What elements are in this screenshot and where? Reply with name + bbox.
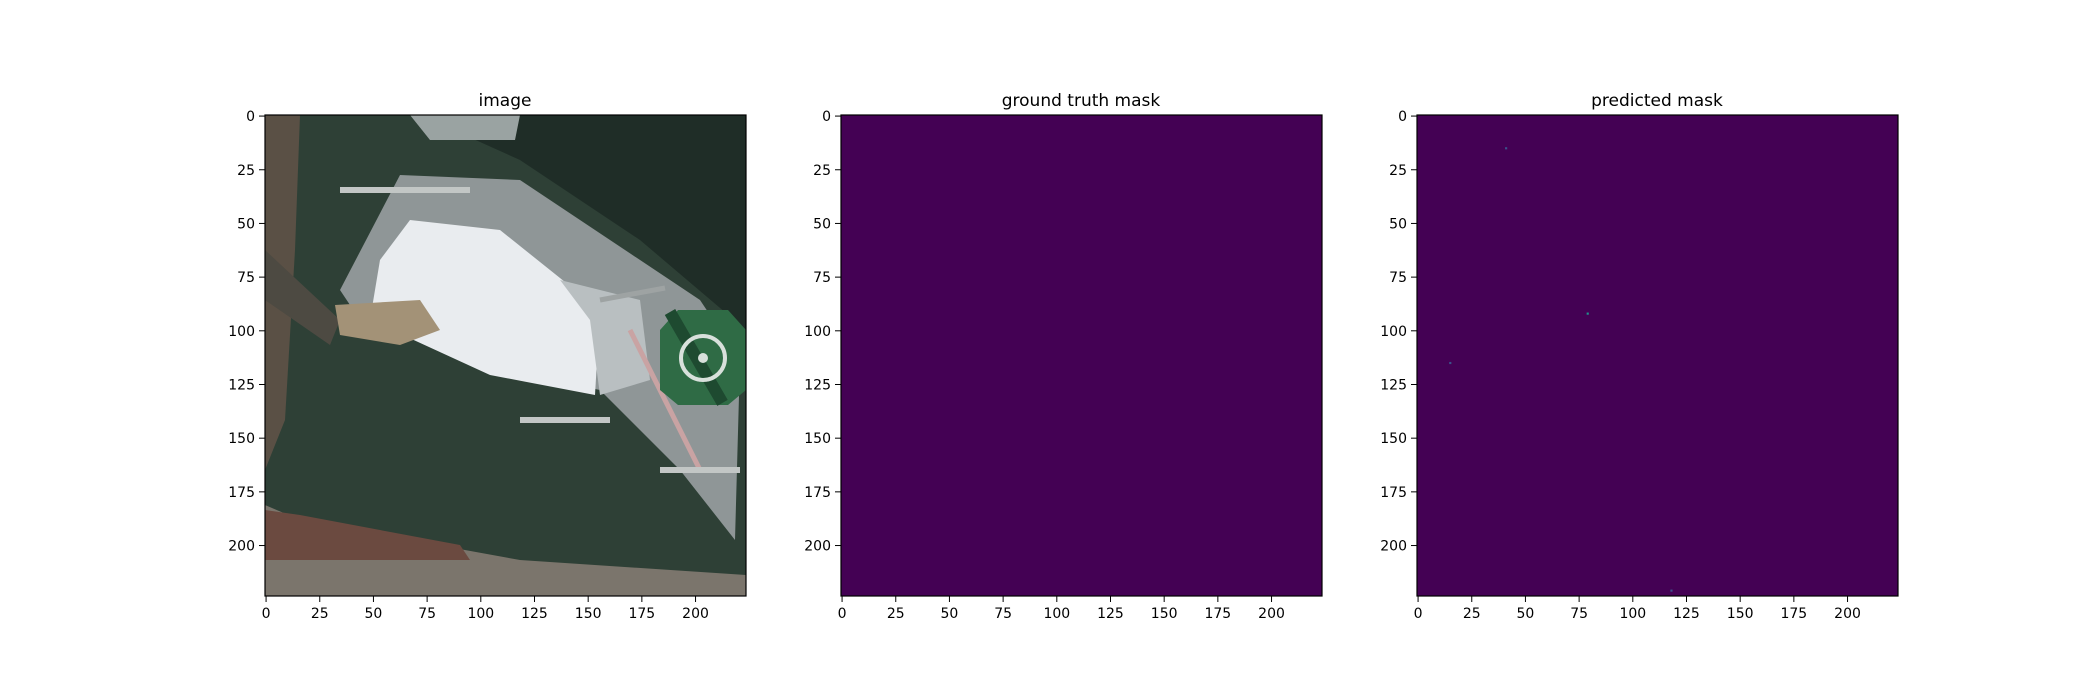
predicted-ticks: 0 0 25 25 50 50 75 75 100 100 125 125 150 150 175 175 20… (1380, 109, 1861, 622)
bottom-quay-structures (265, 510, 470, 560)
x-tick-label: 200 (1834, 606, 1861, 622)
y-tick-label: 50 (1389, 216, 1407, 232)
x-tick-label: 25 (1463, 606, 1481, 622)
y-tick-label: 175 (1380, 485, 1407, 501)
y-tick-label: 125 (804, 377, 831, 393)
y-tick-label: 75 (1389, 270, 1407, 286)
vessel-deck (370, 220, 600, 395)
x-tick-label: 75 (1570, 606, 1588, 622)
y-tick-label: 200 (804, 539, 831, 555)
panel-title-predicted: predicted mask (1591, 91, 1723, 111)
y-tick-label: 200 (228, 539, 255, 555)
predicted-speck (1505, 147, 1508, 150)
x-tick-label: 50 (1517, 606, 1535, 622)
y-tick-label: 125 (228, 377, 255, 393)
ground-truth-ticks: 0 0 25 25 50 50 75 75 100 100 125 125 150 150 175 175 20… (804, 109, 1285, 622)
predicted-speck (1670, 589, 1673, 592)
ground-truth-axes-frame (840, 114, 1323, 597)
y-tick-label: 175 (804, 485, 831, 501)
ground-truth-mask-fill (841, 115, 1322, 596)
bottom-quay (265, 505, 746, 596)
x-tick-label: 0 (1414, 606, 1423, 622)
x-tick-label: 125 (521, 606, 548, 622)
panel-ground-truth-mask: ground truth mask 0 0 25 25 50 50 75 75 100 100 12… (804, 91, 1323, 622)
x-tick-label: 75 (994, 606, 1012, 622)
satellite-image (265, 115, 746, 596)
y-tick-label: 50 (237, 216, 255, 232)
x-tick-label: 150 (1727, 606, 1754, 622)
y-tick-label: 150 (228, 431, 255, 447)
y-tick-label: 150 (804, 431, 831, 447)
x-tick-label: 0 (262, 606, 271, 622)
y-tick-label: 150 (1380, 431, 1407, 447)
predicted-speck (1449, 361, 1452, 365)
x-tick-label: 100 (1619, 606, 1646, 622)
y-tick-label: 25 (1389, 163, 1407, 179)
y-tick-label: 0 (1398, 109, 1407, 125)
x-tick-label: 175 (1780, 606, 1807, 622)
y-tick-label: 100 (228, 324, 255, 340)
y-tick-label: 50 (813, 216, 831, 232)
panel-predicted-mask: predicted mask 0 0 25 25 50 50 75 75 100 100 125 12… (1380, 91, 1899, 622)
x-tick-label: 0 (838, 606, 847, 622)
x-tick-label: 100 (1043, 606, 1070, 622)
panel-title-ground-truth: ground truth mask (1002, 91, 1161, 111)
y-tick-label: 25 (237, 163, 255, 179)
image-axes-frame (264, 114, 747, 597)
x-tick-label: 50 (941, 606, 959, 622)
deck-shade (560, 280, 650, 395)
x-tick-label: 100 (467, 606, 494, 622)
y-tick-label: 0 (246, 109, 255, 125)
top-structure (410, 115, 520, 140)
predicted-axes-frame (1416, 114, 1899, 597)
crane-arm-3 (627, 328, 703, 472)
x-tick-label: 200 (682, 606, 709, 622)
x-tick-label: 25 (311, 606, 329, 622)
x-tick-label: 75 (418, 606, 436, 622)
crane-left (335, 300, 440, 345)
x-tick-label: 50 (365, 606, 383, 622)
x-tick-label: 125 (1673, 606, 1700, 622)
water-shadow (420, 115, 746, 330)
y-tick-label: 100 (804, 324, 831, 340)
y-tick-label: 0 (822, 109, 831, 125)
y-tick-label: 125 (1380, 377, 1407, 393)
panel-image: image (228, 91, 747, 622)
x-tick-label: 25 (887, 606, 905, 622)
helipad-stripe (664, 308, 728, 406)
y-tick-label: 75 (813, 270, 831, 286)
predicted-speck (1586, 312, 1589, 315)
image-ticks: 0 0 25 25 50 50 75 75 100 100 125 125 150 150 175 175 20… (228, 109, 709, 622)
y-tick-label: 25 (813, 163, 831, 179)
x-tick-label: 175 (1204, 606, 1231, 622)
y-tick-label: 200 (1380, 539, 1407, 555)
y-tick-label: 100 (1380, 324, 1407, 340)
left-quay-edge (265, 250, 340, 345)
x-tick-label: 175 (628, 606, 655, 622)
predicted-specks (1449, 147, 1673, 592)
x-tick-label: 150 (575, 606, 602, 622)
x-tick-label: 200 (1258, 606, 1285, 622)
helipad-ring (679, 334, 727, 382)
y-tick-label: 75 (237, 270, 255, 286)
y-tick-label: 175 (228, 485, 255, 501)
predicted-mask-fill (1417, 115, 1898, 596)
crane-arm-5 (599, 285, 666, 303)
helipad-center (698, 353, 708, 363)
x-tick-label: 125 (1097, 606, 1124, 622)
x-tick-label: 150 (1151, 606, 1178, 622)
panel-title-image: image (479, 91, 532, 111)
